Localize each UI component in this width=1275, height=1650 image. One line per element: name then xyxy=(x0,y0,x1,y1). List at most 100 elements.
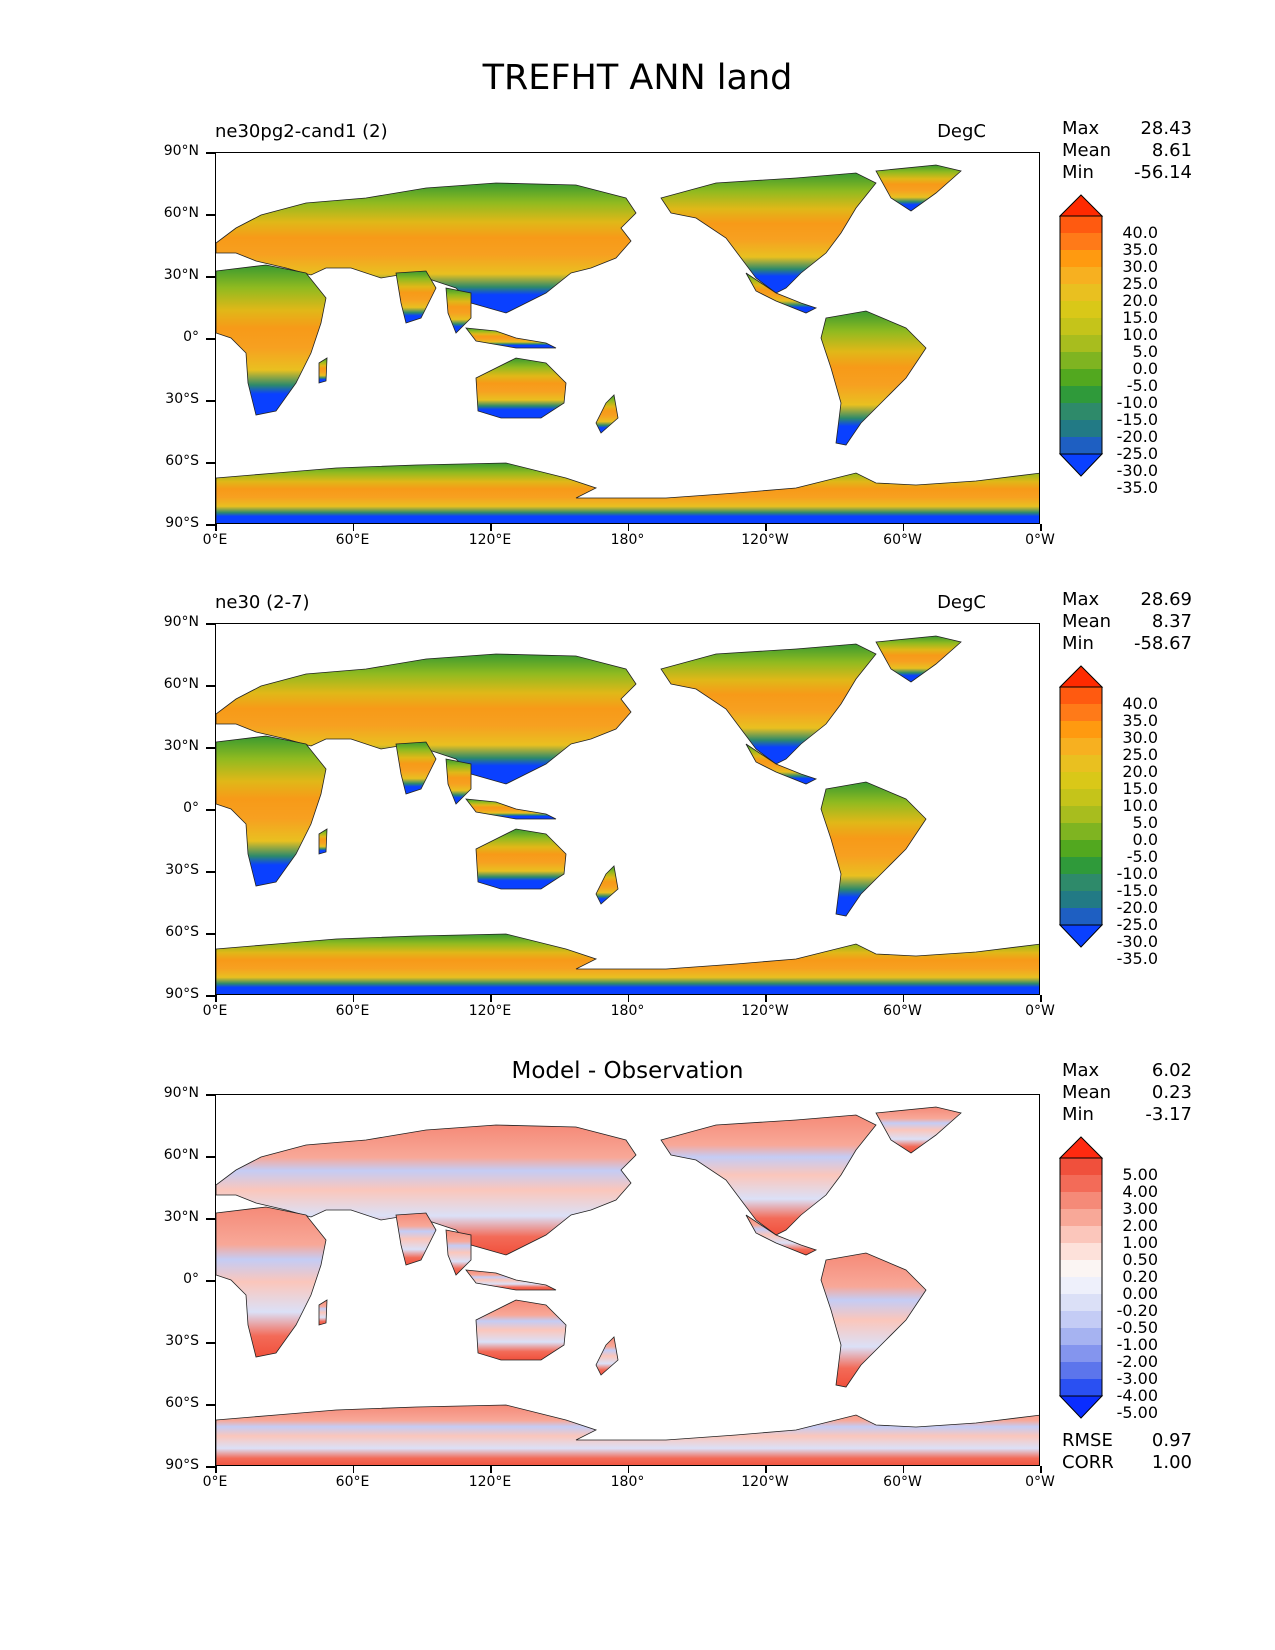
colorbar-segment xyxy=(1060,216,1102,234)
longitude-label: 60°E xyxy=(335,1003,370,1019)
longitude-label: 0°W xyxy=(1025,1003,1055,1019)
longitude-tick xyxy=(215,995,217,1002)
map-frame xyxy=(215,1094,1040,1466)
colorbar-tick-label: -3.00 xyxy=(1116,1369,1158,1388)
figure-title: TREFHT ANN land xyxy=(482,58,793,98)
colorbar-tick-label: 1.00 xyxy=(1122,1233,1158,1252)
colorbar-tick-label: -10.0 xyxy=(1116,393,1158,412)
longitude-tick xyxy=(1040,1466,1042,1473)
error-stat-row: CORR 1.00 xyxy=(1062,1452,1192,1474)
longitude-tick xyxy=(627,1466,629,1473)
colorbar-tick-label: 30.0 xyxy=(1122,728,1158,747)
colorbar-tick-label: 0.50 xyxy=(1122,1250,1158,1269)
longitude-label: 0°E xyxy=(202,1474,228,1490)
latitude-label: 30°N xyxy=(163,267,199,283)
panel-center-title: Model - Observation xyxy=(511,1058,744,1084)
stat-label: Min xyxy=(1062,1104,1094,1125)
latitude-label: 90°S xyxy=(165,1457,199,1473)
latitude-label: 60°N xyxy=(163,676,199,692)
latitude-label: 0° xyxy=(183,1271,199,1287)
longitude-tick xyxy=(215,1466,217,1473)
colorbar-segment xyxy=(1060,687,1102,705)
longitude-label: 0°W xyxy=(1025,532,1055,548)
stat-label: Max xyxy=(1062,1060,1100,1081)
latitude-tick xyxy=(206,871,215,873)
stat-label: Min xyxy=(1062,162,1094,183)
longitude-tick xyxy=(490,524,492,531)
colorbar-segment xyxy=(1060,1345,1102,1363)
colorbar xyxy=(1059,665,1104,948)
colorbar-extend-max xyxy=(1059,1136,1104,1159)
latitude-tick xyxy=(206,623,215,625)
colorbar-tick-label: 35.0 xyxy=(1122,240,1158,259)
longitude-label: 180° xyxy=(610,1003,645,1019)
colorbar-tick-label: 20.0 xyxy=(1122,291,1158,310)
colorbar-segment xyxy=(1060,1311,1102,1329)
longitude-tick xyxy=(627,995,629,1002)
colorbar-labels: 5.00 4.00 3.00 2.00 1.00 0.50 0.20 0.00 -0.20 -0.… xyxy=(1106,1166,1158,1421)
colorbar-segment xyxy=(1060,403,1102,421)
latitude-tick xyxy=(206,1156,215,1158)
latitude-tick xyxy=(206,685,215,687)
longitude-label: 180° xyxy=(610,1474,645,1490)
colorbar-segment xyxy=(1060,1362,1102,1380)
colorbar xyxy=(1059,1136,1104,1419)
longitude-label: 120°W xyxy=(741,532,789,548)
colorbar-tick-label: -15.0 xyxy=(1116,410,1158,429)
longitude-tick xyxy=(627,524,629,531)
stat-value: 6.02 xyxy=(1151,1060,1192,1081)
land-map xyxy=(216,164,1039,523)
colorbar-segment xyxy=(1060,1243,1102,1261)
colorbar-tick-label: 4.00 xyxy=(1122,1182,1158,1201)
longitude-tick xyxy=(902,995,904,1002)
latitude-tick xyxy=(206,1404,215,1406)
colorbar-segment xyxy=(1060,301,1102,319)
colorbar-tick-label: -4.00 xyxy=(1116,1386,1158,1405)
longitude-label: 180° xyxy=(610,532,645,548)
colorbar-tick-label: 40.0 xyxy=(1122,694,1158,713)
stat-label: Mean xyxy=(1062,140,1112,161)
colorbar-tick-label: 20.0 xyxy=(1122,762,1158,781)
longitude-tick xyxy=(902,1466,904,1473)
land-map xyxy=(216,1106,1039,1465)
latitude-label: 0° xyxy=(183,800,199,816)
colorbar-tick-label: 25.0 xyxy=(1122,745,1158,764)
latitude-label: 60°N xyxy=(163,1147,199,1163)
colorbar-tick-label: 15.0 xyxy=(1122,308,1158,327)
colorbar-tick-label: 40.0 xyxy=(1122,223,1158,242)
error-stat-row: RMSE 0.97 xyxy=(1062,1430,1192,1452)
colorbar-extend-max xyxy=(1059,194,1104,217)
latitude-label: 60°S xyxy=(165,453,199,469)
map-panel-1: ne30pg2-cand1 (2) DegC 90°N 60°N 30°N 0° 30°S 6… xyxy=(0,118,1275,622)
stat-value: 28.43 xyxy=(1140,118,1192,139)
latitude-label: 30°S xyxy=(165,862,199,878)
error-stat-value: 0.97 xyxy=(1151,1430,1192,1451)
stat-row: Max 6.02 xyxy=(1062,1060,1192,1082)
stat-row: Mean 8.61 xyxy=(1062,140,1192,162)
panel-left-title: ne30 (2-7) xyxy=(215,592,310,613)
latitude-label: 90°N xyxy=(163,143,199,159)
colorbar-tick-label: -0.20 xyxy=(1116,1301,1158,1320)
stat-row: Min -3.17 xyxy=(1062,1104,1192,1126)
colorbar-segment xyxy=(1060,840,1102,858)
colorbar-tick-label: 15.0 xyxy=(1122,779,1158,798)
latitude-tick xyxy=(206,400,215,402)
longitude-tick xyxy=(490,995,492,1002)
colorbar-segment xyxy=(1060,891,1102,909)
longitude-label: 0°E xyxy=(202,1003,228,1019)
latitude-label: 60°N xyxy=(163,205,199,221)
longitude-label: 120°E xyxy=(468,532,512,548)
stat-row: Mean 0.23 xyxy=(1062,1082,1192,1104)
longitude-tick xyxy=(352,1466,354,1473)
stat-row: Min -58.67 xyxy=(1062,633,1192,655)
colorbar-tick-label: 10.0 xyxy=(1122,796,1158,815)
colorbar-segment xyxy=(1060,233,1102,251)
colorbar-tick-label: -25.0 xyxy=(1116,915,1158,934)
latitude-label: 30°S xyxy=(165,391,199,407)
latitude-tick xyxy=(206,747,215,749)
latitude-label: 90°N xyxy=(163,614,199,630)
error-stat-value: 1.00 xyxy=(1151,1452,1192,1473)
latitude-label: 60°S xyxy=(165,924,199,940)
longitude-tick xyxy=(1040,995,1042,1002)
latitude-tick xyxy=(206,214,215,216)
